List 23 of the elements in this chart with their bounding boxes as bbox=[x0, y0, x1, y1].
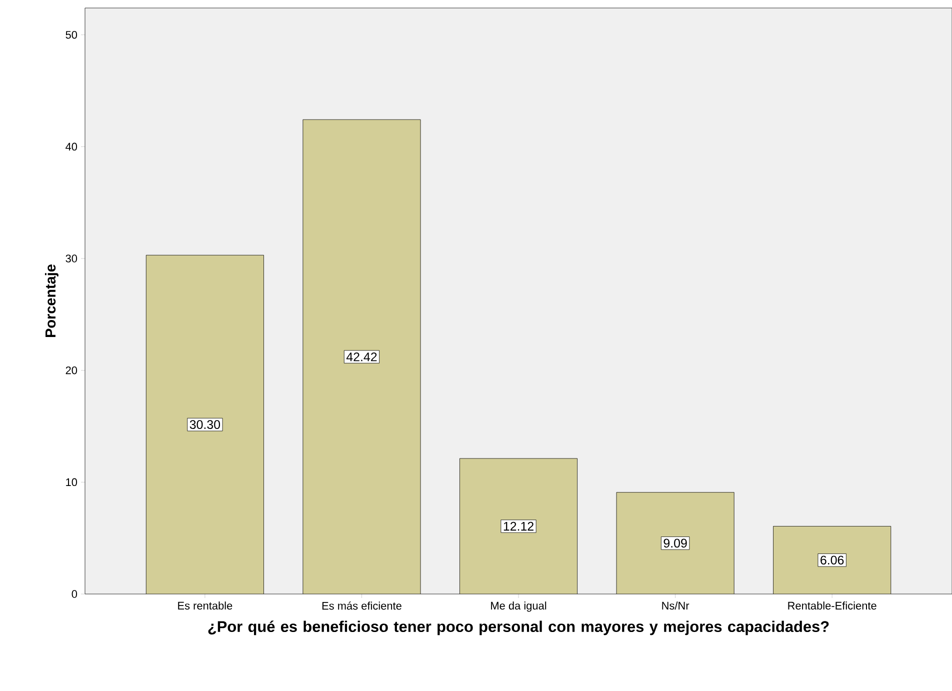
data-label: 6.06 bbox=[820, 556, 844, 565]
y-tick-label: 0 bbox=[72, 590, 78, 598]
x-tick-label: Es más eficiente bbox=[322, 602, 402, 610]
y-tick-label: 10 bbox=[66, 478, 78, 486]
y-tick-label: 20 bbox=[66, 366, 78, 374]
x-tick-label: Rentable-Eficiente bbox=[788, 602, 876, 610]
data-label: 9.09 bbox=[664, 538, 687, 548]
data-label: 30.30 bbox=[190, 420, 220, 429]
y-tick-label: 40 bbox=[66, 142, 78, 151]
x-tick-label: Es rentable bbox=[178, 602, 232, 610]
bar bbox=[773, 526, 892, 594]
bar bbox=[146, 254, 264, 594]
y-axis-title: Porcentaje bbox=[44, 264, 58, 337]
x-tick-label: Ns/Nr bbox=[662, 602, 690, 610]
bar bbox=[616, 492, 734, 594]
y-tick-label: 30 bbox=[66, 254, 78, 262]
bar bbox=[302, 120, 421, 594]
bar bbox=[460, 458, 578, 594]
x-tick-label: Me da igual bbox=[491, 602, 546, 612]
data-label: 12.12 bbox=[504, 522, 534, 531]
y-tick-label: 50 bbox=[66, 30, 78, 39]
x-axis-title: ¿Por qué es beneficioso tener poco personal con mayores y mejores capacidades? bbox=[208, 620, 829, 636]
data-label: 42.42 bbox=[346, 352, 377, 362]
